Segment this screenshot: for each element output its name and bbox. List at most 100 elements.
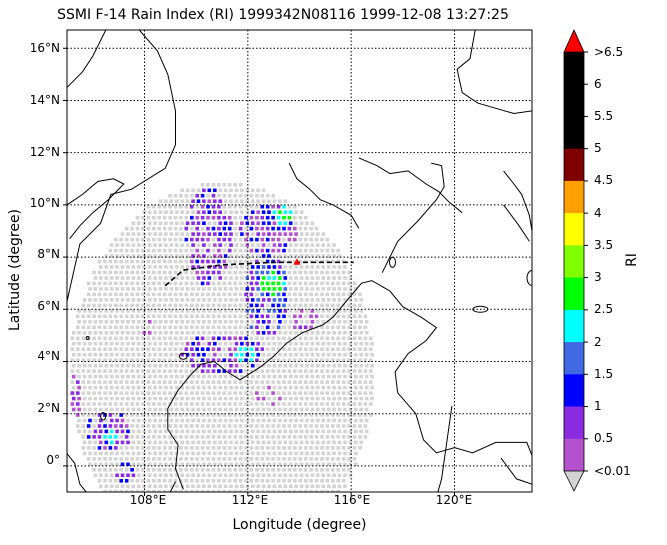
rain-pixel	[244, 435, 248, 439]
rain-pixel	[169, 243, 174, 247]
rain-pixel	[303, 325, 308, 330]
coastline	[169, 481, 176, 492]
rain-pixel	[321, 484, 326, 489]
rain-pixel	[276, 270, 281, 275]
rain-pixel	[191, 243, 195, 247]
rain-pixel	[316, 462, 320, 467]
rain-pixel	[303, 215, 308, 220]
rain-pixel	[337, 341, 342, 346]
rain-pixel	[233, 204, 237, 209]
rain-pixel	[294, 341, 298, 346]
rain-pixel	[276, 215, 281, 220]
rain-pixel	[104, 320, 109, 324]
rain-pixel	[173, 215, 178, 220]
rain-pixel	[184, 446, 189, 450]
rain-pixel	[229, 451, 233, 456]
rain-pixel	[331, 292, 335, 297]
rain-pixel	[316, 385, 320, 390]
rain-pixel	[265, 358, 270, 362]
rain-pixel	[245, 309, 250, 313]
rain-pixel	[217, 204, 221, 209]
rain-pixel	[326, 429, 331, 434]
rain-pixel	[369, 402, 373, 406]
rain-pixel	[147, 396, 152, 401]
rain-pixel	[255, 380, 259, 384]
rain-pixel	[298, 457, 303, 461]
rain-pixel	[260, 281, 265, 286]
rain-pixel	[314, 270, 319, 275]
rain-pixel	[109, 473, 114, 478]
rain-pixel	[233, 237, 237, 242]
rain-pixel	[310, 363, 315, 368]
rain-pixel	[261, 210, 266, 214]
rain-pixel	[86, 402, 91, 406]
rain-pixel	[97, 292, 102, 297]
rain-pixel	[168, 380, 172, 384]
rain-pixel	[202, 287, 206, 291]
rain-pixel	[146, 369, 151, 373]
rain-pixel	[303, 479, 308, 483]
rain-pixel	[124, 248, 129, 253]
rain-pixel	[265, 446, 270, 450]
rain-pixel	[300, 495, 304, 499]
rain-pixel	[316, 232, 320, 236]
rain-pixel	[321, 298, 326, 302]
rain-pixel	[332, 396, 336, 401]
rain-pixel	[202, 484, 206, 489]
rain-pixel	[325, 369, 330, 373]
rain-pixel	[213, 407, 217, 412]
rain-pixel	[298, 468, 303, 472]
rain-pixel	[223, 429, 228, 434]
rain-pixel	[202, 462, 206, 467]
rain-pixel	[321, 451, 326, 456]
rain-pixel	[146, 303, 151, 308]
rain-pixel	[88, 462, 92, 467]
rain-pixel	[153, 451, 157, 456]
rain-pixel	[164, 429, 168, 434]
rain-pixel	[115, 254, 119, 258]
rain-pixel	[169, 396, 174, 401]
rain-pixel	[152, 347, 156, 351]
rain-pixel	[76, 347, 80, 351]
rain-pixel	[337, 254, 342, 258]
coastline	[437, 405, 453, 492]
rain-pixel	[249, 303, 254, 308]
rain-pixel	[153, 473, 157, 478]
rain-pixel	[97, 457, 102, 461]
rain-pixel	[298, 413, 303, 417]
rain-pixel	[162, 391, 167, 395]
rain-pixel	[283, 287, 288, 291]
rain-pixel	[276, 468, 281, 472]
rain-pixel	[196, 309, 201, 313]
rain-pixel	[294, 440, 298, 445]
rain-pixel	[294, 320, 298, 324]
rain-pixel	[99, 363, 103, 368]
rain-pixel	[272, 331, 277, 335]
rain-pixel	[316, 407, 320, 412]
rain-pixel	[115, 473, 119, 478]
rain-pixel	[114, 292, 118, 297]
rain-pixel	[147, 320, 152, 324]
rain-pixel	[211, 248, 216, 253]
rain-pixel	[184, 358, 189, 362]
rain-pixel	[191, 331, 195, 335]
rain-pixel	[240, 309, 244, 313]
colorbar-segment	[564, 84, 584, 117]
rain-pixel	[119, 314, 123, 319]
rain-pixel	[169, 363, 174, 368]
rain-pixel	[120, 287, 125, 291]
rain-pixel	[103, 457, 107, 461]
rain-pixel	[303, 435, 308, 439]
lat-tick-12: 12°N	[29, 145, 60, 159]
rain-pixel	[320, 336, 324, 341]
rain-pixel	[173, 325, 178, 330]
rain-pixel	[76, 336, 80, 341]
rain-pixel	[341, 347, 346, 351]
rain-pixel	[196, 363, 201, 368]
rain-pixel	[348, 429, 353, 434]
rain-pixel	[250, 440, 255, 445]
storm-center-marker	[293, 258, 301, 265]
rain-pixel	[326, 385, 331, 390]
rain-pixel	[267, 484, 271, 489]
rain-pixel	[157, 215, 161, 220]
